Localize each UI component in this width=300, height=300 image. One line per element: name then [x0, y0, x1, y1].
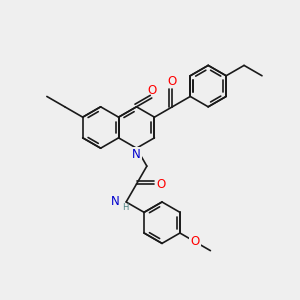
Text: O: O	[147, 84, 156, 97]
Text: H: H	[122, 203, 128, 212]
Text: O: O	[168, 75, 177, 88]
Text: N: N	[111, 196, 120, 208]
Text: O: O	[156, 178, 165, 190]
Text: N: N	[132, 148, 141, 161]
Text: O: O	[190, 235, 200, 248]
